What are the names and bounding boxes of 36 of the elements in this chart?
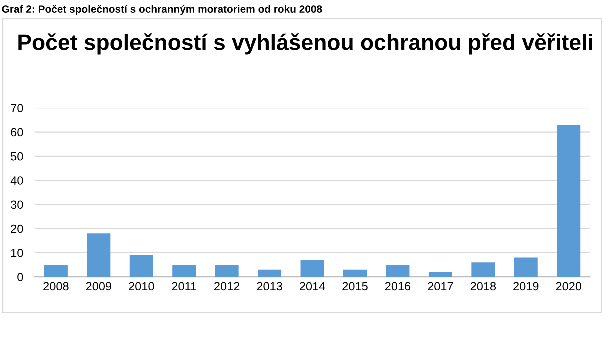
x-tick-label: 2016 xyxy=(385,282,411,291)
bar xyxy=(472,262,496,278)
y-tick-label: 60 xyxy=(11,128,24,137)
y-tick-label: 0 xyxy=(18,273,24,282)
y-tick-label: 50 xyxy=(11,152,24,161)
bar xyxy=(557,125,581,278)
y-tick-label: 20 xyxy=(11,224,24,234)
bar xyxy=(44,265,68,278)
bar xyxy=(514,258,538,278)
y-tick-label: 70 xyxy=(11,104,24,113)
x-tick-label: 2011 xyxy=(172,282,196,291)
x-tick-label: 2014 xyxy=(300,282,326,291)
chart-title: Počet společností s vyhlášenou ochranou před věřiteli xyxy=(18,34,592,55)
x-tick-label: 2013 xyxy=(257,282,282,291)
x-tick-label: 2008 xyxy=(44,282,69,291)
y-tick-label: 10 xyxy=(11,248,24,258)
bar xyxy=(87,234,111,278)
bar xyxy=(428,272,452,278)
text: Graf 2: Počet společností s ochranným moratoriem od roku 2008 xyxy=(2,5,322,16)
bar xyxy=(258,270,282,278)
y-tick-label: 40 xyxy=(10,176,24,185)
bar xyxy=(344,270,367,278)
bar xyxy=(172,265,196,278)
bar xyxy=(130,255,154,278)
x-tick-label: 2019 xyxy=(514,282,539,291)
y-tick-label: 30 xyxy=(11,200,24,210)
x-tick-label: 2012 xyxy=(214,282,240,291)
bar xyxy=(300,260,324,278)
x-tick-label: 2015 xyxy=(342,282,368,291)
x-tick-label: 2018 xyxy=(470,282,496,291)
bar xyxy=(386,265,410,278)
x-tick-label: 2017 xyxy=(428,282,454,291)
x-tick-label: 2009 xyxy=(86,282,112,291)
x-tick-label: 2020 xyxy=(556,282,582,291)
x-tick-label: 2010 xyxy=(129,282,154,291)
bar xyxy=(215,265,239,278)
